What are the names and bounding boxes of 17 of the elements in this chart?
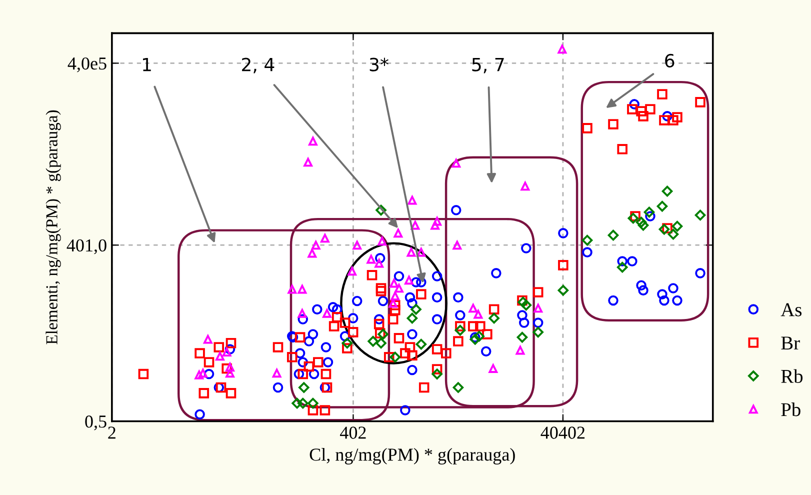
annotation: 2, 4 (242, 58, 274, 74)
x-tick-label: 2 (108, 426, 116, 439)
legend-label: As (780, 303, 802, 316)
legend-label: Pb (781, 402, 800, 416)
x-tick-label: 40402 (540, 426, 585, 439)
annotation: 5, 7 (472, 58, 504, 74)
legend-label: Br (781, 336, 800, 350)
y-tick-label: 401,0 (66, 239, 106, 254)
annotation: 3* (370, 58, 388, 72)
y-axis-title: Elementi, ng/mg(PM) * g(parauga) (46, 110, 61, 344)
x-axis-title: Cl, ng/mg(PM) * g(parauga) (310, 448, 515, 464)
annotation: 6 (665, 54, 674, 68)
legend-label: Rb (781, 369, 803, 383)
annotation: 1 (143, 58, 151, 72)
y-tick-label: 4,0e5 (68, 57, 106, 72)
x-tick-label: 402 (340, 426, 366, 439)
y-tick-label: 0,5 (85, 416, 106, 430)
